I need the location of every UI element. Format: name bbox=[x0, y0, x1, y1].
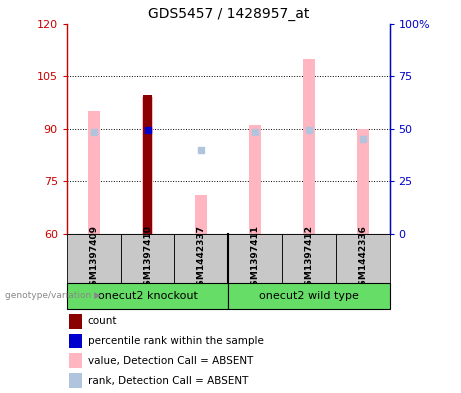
Title: GDS5457 / 1428957_at: GDS5457 / 1428957_at bbox=[148, 7, 309, 21]
Text: rank, Detection Call = ABSENT: rank, Detection Call = ABSENT bbox=[88, 376, 248, 386]
Bar bbox=[249, 125, 261, 234]
Text: onecut2 wild type: onecut2 wild type bbox=[259, 291, 359, 301]
Bar bbox=[142, 97, 154, 234]
Bar bbox=[228, 234, 282, 283]
Bar bbox=[121, 234, 174, 283]
Bar bbox=[357, 129, 368, 234]
Bar bbox=[67, 283, 228, 309]
Text: GSM1397412: GSM1397412 bbox=[304, 225, 313, 292]
Text: GSM1442336: GSM1442336 bbox=[358, 225, 367, 292]
Text: GSM1397411: GSM1397411 bbox=[251, 225, 260, 292]
Bar bbox=[228, 283, 390, 309]
Text: value, Detection Call = ABSENT: value, Detection Call = ABSENT bbox=[88, 356, 253, 366]
Bar bbox=[303, 59, 315, 234]
Text: GSM1397410: GSM1397410 bbox=[143, 225, 152, 292]
Text: GSM1442337: GSM1442337 bbox=[197, 225, 206, 292]
Bar bbox=[336, 234, 390, 283]
Text: GSM1397409: GSM1397409 bbox=[89, 225, 98, 292]
Text: count: count bbox=[88, 316, 117, 326]
Bar bbox=[143, 95, 152, 234]
Text: percentile rank within the sample: percentile rank within the sample bbox=[88, 336, 264, 346]
Text: onecut2 knockout: onecut2 knockout bbox=[98, 291, 197, 301]
Bar bbox=[69, 314, 82, 329]
Bar bbox=[69, 373, 82, 388]
Bar bbox=[69, 334, 82, 349]
Bar bbox=[88, 111, 100, 234]
Bar bbox=[195, 195, 207, 234]
Bar bbox=[67, 234, 121, 283]
Bar bbox=[282, 234, 336, 283]
Text: genotype/variation ▶: genotype/variation ▶ bbox=[5, 292, 100, 300]
Bar bbox=[174, 234, 228, 283]
Bar bbox=[69, 353, 82, 368]
